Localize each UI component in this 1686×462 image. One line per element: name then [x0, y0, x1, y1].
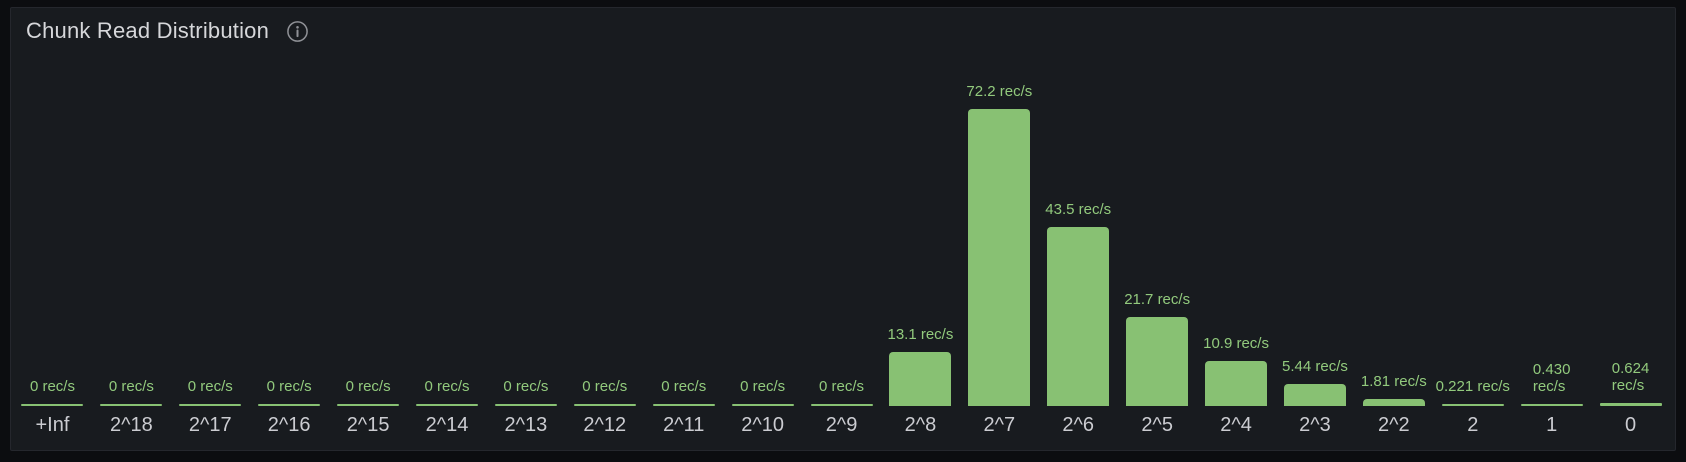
histogram-bucket: 0 rec/s 2^14 — [408, 66, 487, 439]
bar[interactable] — [573, 404, 636, 406]
bar-value-label: 0 rec/s — [108, 378, 154, 395]
bar-value-label: 0.624 rec/s — [1611, 360, 1650, 394]
bar[interactable] — [1047, 227, 1110, 406]
bar[interactable] — [652, 404, 715, 406]
x-axis-label: 2^15 — [346, 413, 390, 436]
x-axis-label: +Inf — [35, 413, 70, 436]
bar[interactable] — [179, 404, 242, 406]
bar-value-label: 0 rec/s — [187, 378, 233, 395]
bar-value-label: 72.2 rec/s — [966, 83, 1033, 100]
bar-value-label: 10.9 rec/s — [1203, 335, 1269, 352]
bar[interactable] — [494, 404, 557, 406]
x-axis-label: 2^14 — [425, 413, 469, 436]
bar-value-label: 0 rec/s — [582, 378, 628, 395]
x-axis-label: 2^7 — [983, 413, 1016, 436]
x-axis-label: 2^9 — [825, 413, 858, 436]
bar[interactable] — [1283, 384, 1346, 406]
bar[interactable] — [415, 404, 478, 406]
bar-value-label: 0 rec/s — [503, 378, 549, 395]
bar[interactable] — [731, 404, 794, 406]
info-icon[interactable] — [286, 20, 309, 43]
histogram-bucket: 0 rec/s 2^9 — [802, 66, 881, 439]
bar[interactable] — [889, 352, 952, 406]
x-axis-label: 2^16 — [267, 413, 311, 436]
histogram-bucket: 13.1 rec/s 2^8 — [881, 66, 960, 439]
histogram-bucket: 72.2 rec/s 2^7 — [960, 66, 1039, 439]
bar-value-label: 0 rec/s — [29, 378, 75, 395]
bar-value-label: 0 rec/s — [266, 378, 312, 395]
chunk-read-distribution-panel: Chunk Read Distribution 0 rec/s +Inf 0 rec… — [10, 7, 1676, 451]
bar[interactable] — [1205, 361, 1268, 406]
bar-value-label: 0.221 rec/s — [1435, 378, 1510, 395]
bar[interactable] — [1441, 404, 1504, 406]
histogram-bucket: 43.5 rec/s 2^6 — [1039, 66, 1118, 439]
bar-value-label: 0 rec/s — [661, 378, 707, 395]
bar[interactable] — [1362, 399, 1425, 406]
bar-value-label: 43.5 rec/s — [1045, 201, 1112, 218]
x-axis-label: 2^17 — [188, 413, 232, 436]
bar[interactable] — [1520, 404, 1583, 406]
x-axis-label: 2^18 — [109, 413, 153, 436]
bar-value-label: 21.7 rec/s — [1124, 291, 1191, 308]
x-axis-label: 2^6 — [1062, 413, 1095, 436]
histogram-bucket: 0 rec/s 2^18 — [92, 66, 171, 439]
histogram-bucket: 0 rec/s +Inf — [13, 66, 92, 439]
histogram-bucket: 0 rec/s 2^10 — [723, 66, 802, 439]
histogram-bucket: 0.221 rec/s 2 — [1433, 66, 1512, 439]
histogram-bucket: 0 rec/s 2^11 — [644, 66, 723, 439]
bar-value-label: 0.430 rec/s — [1532, 361, 1571, 395]
bar-value-label: 0 rec/s — [345, 378, 391, 395]
x-axis-label: 2^4 — [1220, 413, 1252, 436]
histogram-bucket: 21.7 rec/s 2^5 — [1118, 66, 1197, 439]
panel-header: Chunk Read Distribution — [11, 8, 1675, 54]
histogram-bucket: 0.624 rec/s 0 — [1591, 66, 1670, 439]
x-axis-label: 2^2 — [1378, 413, 1410, 436]
histogram-bucket: 1.81 rec/s 2^2 — [1354, 66, 1433, 439]
histogram-bucket: 0 rec/s 2^17 — [171, 66, 250, 439]
x-axis-label: 0 — [1625, 413, 1637, 436]
x-axis-label: 1 — [1546, 413, 1558, 436]
x-axis-label: 2^10 — [741, 413, 784, 436]
histogram-bucket: 0 rec/s 2^15 — [329, 66, 408, 439]
x-axis-label: 2^11 — [663, 413, 705, 436]
panel-title[interactable]: Chunk Read Distribution — [26, 18, 270, 43]
histogram-bucket: 10.9 rec/s 2^4 — [1197, 66, 1276, 439]
bar-value-label: 0 rec/s — [740, 378, 786, 395]
histogram-bucket: 0 rec/s 2^12 — [565, 66, 644, 439]
bar-value-label: 1.81 rec/s — [1360, 373, 1427, 390]
x-axis-label: 2^13 — [504, 413, 548, 436]
histogram-bucket: 0 rec/s 2^13 — [486, 66, 565, 439]
bar[interactable] — [968, 109, 1031, 406]
bar[interactable] — [100, 404, 163, 406]
x-axis-label: 2 — [1467, 413, 1479, 436]
bar[interactable] — [1126, 317, 1189, 406]
histogram-bucket: 0 rec/s 2^16 — [250, 66, 329, 439]
bar-value-label: 0 rec/s — [424, 378, 470, 395]
histogram-chart: 0 rec/s +Inf 0 rec/s 2^18 0 rec/s 2^17 0 rec/s… — [13, 66, 1670, 439]
histogram-bucket: 0.430 rec/s 1 — [1512, 66, 1591, 439]
bar-value-label: 5.44 rec/s — [1282, 358, 1348, 375]
bar[interactable] — [810, 404, 873, 406]
histogram-bucket: 5.44 rec/s 2^3 — [1276, 66, 1355, 439]
bar-value-label: 13.1 rec/s — [887, 326, 954, 343]
bar[interactable] — [21, 404, 84, 406]
bar-value-label: 0 rec/s — [819, 378, 865, 395]
bar[interactable] — [337, 404, 400, 406]
bar[interactable] — [258, 404, 321, 406]
x-axis-label: 2^5 — [1141, 413, 1173, 436]
x-axis-label: 2^8 — [904, 413, 937, 436]
x-axis-label: 2^3 — [1299, 413, 1331, 436]
x-axis-label: 2^12 — [583, 413, 627, 436]
bar[interactable] — [1599, 403, 1662, 406]
